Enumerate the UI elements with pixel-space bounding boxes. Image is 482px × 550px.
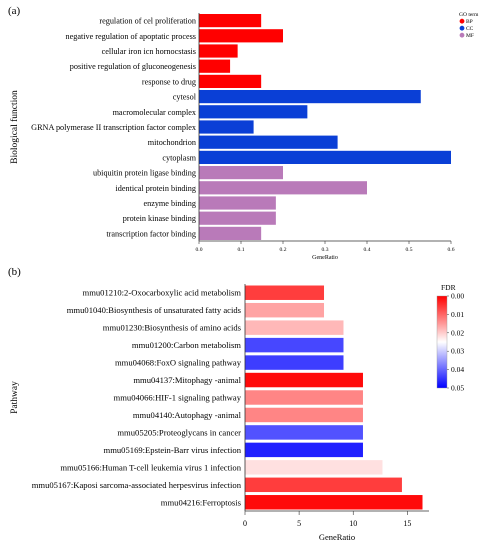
pathway-label: mmu05169:Epstein-Barr virus infection	[104, 445, 242, 455]
colorbar-tick-label: 0.02	[451, 328, 464, 337]
go-term-label: positive regulation of gluconeogenesis	[70, 62, 196, 71]
x-tick-label: 0.5	[406, 247, 413, 253]
pathway-label: mmu05167:Kaposi sarcoma-associated herpe…	[32, 480, 242, 490]
pathway-bar	[245, 320, 344, 335]
go-bar	[199, 59, 231, 73]
pathway-bar	[245, 355, 344, 370]
pathway-bar	[245, 407, 363, 423]
pathway-label: mmu04216:Ferroptosis	[161, 497, 242, 507]
go-bar	[199, 44, 238, 58]
legend-label: CC	[466, 26, 474, 32]
go-term-label: protein kinase binding	[123, 214, 196, 223]
go-term-label: cytesol	[173, 93, 197, 102]
pathway-label: mmu01210:2-Oxocarboxylic acid metabolism	[83, 288, 242, 298]
go-bar	[199, 150, 451, 164]
pathway-label: mmu01200:Carbon metabolism	[132, 340, 241, 350]
go-term-label: regulation of cel proliferation	[99, 17, 196, 26]
legend-swatch	[459, 25, 465, 31]
pathway-bar	[245, 337, 344, 353]
pathway-bar	[245, 495, 423, 510]
go-bar	[199, 120, 254, 134]
go-bar	[199, 74, 262, 88]
colorbar-tick-label: 0.03	[451, 347, 464, 356]
go-term-label: negative regulation of apoptatic process	[66, 32, 197, 41]
legend-label: MF	[466, 33, 474, 39]
go-bar	[199, 90, 421, 104]
pathway-bar	[245, 425, 363, 440]
pathway-label: mmu05166:Human T-cell leukemia virus 1 i…	[60, 462, 241, 472]
go-bar	[199, 14, 262, 28]
x-tick-label: 10	[349, 519, 357, 528]
go-term-label: mitochondrion	[148, 138, 196, 147]
legend-title: GO term	[459, 12, 479, 18]
x-tick-label: 0.1	[238, 247, 245, 253]
go-term-label: macromolecular complex	[113, 108, 196, 117]
go-term-label: cytoplasm	[162, 153, 196, 162]
pathway-bar	[245, 442, 363, 458]
go-bar	[199, 166, 283, 180]
pathway-bar	[245, 285, 325, 300]
go-bar	[199, 196, 276, 210]
y-axis-title: Pathway	[10, 381, 20, 414]
go-bar	[199, 181, 367, 195]
go-term-label: transcription factor binding	[106, 229, 196, 238]
pathway-label: mmu04068:FoxO signaling pathway	[115, 358, 242, 368]
legend-label: BP	[466, 19, 473, 25]
pathway-label: mmu04140:Autophagy -animal	[133, 410, 242, 420]
colorbar-title: FDR	[441, 283, 456, 292]
y-axis-title: Biological function	[9, 90, 20, 164]
pathway-label: mmu04066:HIF-1 signaling pathway	[114, 393, 242, 403]
go-term-label: response to drug	[142, 77, 196, 86]
x-tick-label: 0.3	[322, 247, 329, 253]
x-tick-label: 0.2	[280, 247, 287, 253]
x-tick-label: 5	[297, 519, 301, 528]
go-term-label: identical protein binding	[116, 184, 197, 193]
go-bar	[199, 135, 338, 149]
colorbar-tick-label: 0.01	[451, 310, 464, 319]
go-term-label: cellular iron icn hornocstasis	[102, 47, 196, 56]
pathway-bar	[245, 372, 363, 388]
pathway-label: mmu01040:Biosynthesis of unsaturated fat…	[67, 305, 242, 315]
pathway-bar	[245, 302, 325, 318]
x-tick-label: 0.4	[364, 247, 371, 253]
legend-swatch	[459, 32, 465, 38]
pathway-label: mmu04137:Mitophagy -animal	[133, 375, 241, 385]
go-bar	[199, 226, 262, 240]
x-tick-label: 0.6	[448, 247, 455, 253]
go-bar	[199, 211, 276, 225]
pathway-label: mmu01230:Biosynthesis of amino acids	[103, 323, 242, 333]
colorbar-tick-label: 0.05	[451, 384, 464, 393]
go-bar	[199, 105, 308, 119]
x-tick-label: 15	[403, 519, 411, 528]
x-tick-label: 0	[243, 519, 247, 528]
go-term-label: enzyme binding	[143, 199, 196, 208]
pathway-bar	[245, 477, 402, 493]
panel-b-label: (b)	[8, 266, 21, 278]
go-term-label: GRNA polymerase II transcription factor …	[31, 123, 196, 132]
pathway-label: mmu05205:Proteoglycans in cancer	[117, 427, 241, 437]
colorbar-tick-label: 0.00	[451, 292, 464, 301]
go-bar	[199, 29, 283, 43]
panel-a-label: (a)	[8, 5, 21, 17]
x-axis-title: GeneRatio	[319, 532, 355, 542]
colorbar-tick-label: 0.04	[451, 365, 464, 374]
colorbar	[436, 295, 448, 389]
pathway-bar	[245, 390, 363, 405]
x-axis-title: GeneRatio	[312, 255, 338, 261]
pathway-bar	[245, 460, 383, 475]
go-term-label: ubiquitin protein ligase binding	[93, 169, 196, 178]
legend-swatch	[459, 18, 465, 24]
x-tick-label: 0.0	[196, 247, 203, 253]
